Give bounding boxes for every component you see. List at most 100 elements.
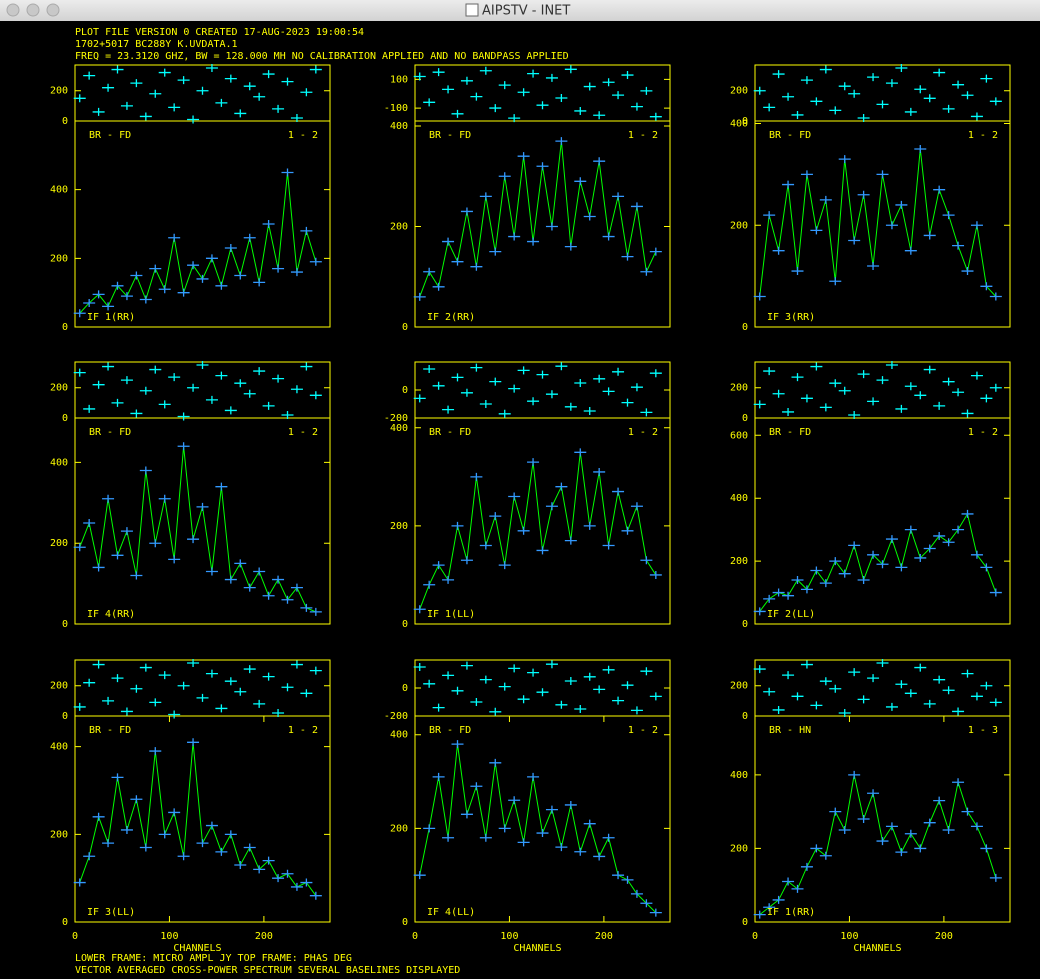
amplitude-point (508, 232, 521, 241)
phase-point (970, 371, 983, 380)
phase-point (914, 663, 927, 672)
phase-point (952, 388, 965, 397)
amplitude-point (83, 519, 96, 528)
amplitude-point (555, 137, 568, 146)
phase-point (508, 664, 521, 673)
y-tick-label: 200 (50, 829, 68, 840)
amplitude-point (970, 822, 983, 831)
zoom-button[interactable] (46, 3, 60, 17)
phase-point (517, 695, 530, 704)
amplitude-point (432, 772, 445, 781)
amplitude-point (300, 226, 313, 235)
amplitude-point (205, 254, 218, 263)
phase-point (498, 682, 511, 691)
amplitude-point (612, 871, 625, 880)
phase-point (272, 104, 285, 113)
phase-point (149, 89, 162, 98)
phase-point (300, 689, 313, 698)
amplitude-point (555, 482, 568, 491)
phase-point (961, 669, 974, 678)
baseline-label: BR - FD (89, 427, 131, 438)
phase-point (196, 361, 209, 370)
phase-point (612, 696, 625, 705)
y-tick-label: 0 (62, 619, 68, 630)
phase-point (961, 91, 974, 100)
phase-point (895, 64, 908, 73)
phase-point (517, 366, 530, 375)
amplitude-point (904, 246, 917, 255)
amplitude-point (479, 541, 492, 550)
y-tick-label: 400 (50, 185, 68, 196)
amplitude-point (980, 844, 993, 853)
amplitude-point (942, 538, 955, 547)
panel: 0 200 0 200 400 600 BR - FD 1 - 2 IF 2(LL) (730, 361, 1011, 630)
baseline-label: BR - FD (429, 130, 471, 141)
phase-point (413, 72, 426, 81)
y-tick-label: 0 (402, 683, 408, 694)
phase-point (848, 410, 861, 419)
phase-point (187, 115, 200, 124)
amplitude-point (876, 560, 889, 569)
phase-point (621, 398, 634, 407)
amplitude-point (630, 502, 643, 511)
amplitude-point (942, 826, 955, 835)
phase-point (848, 668, 861, 677)
close-button[interactable] (6, 3, 20, 17)
phase-point (479, 66, 492, 75)
y-tick-label: 200 (730, 843, 748, 854)
amplitude-point (800, 862, 813, 871)
phase-point (215, 704, 228, 713)
amplitude-frame (414, 120, 671, 328)
amplitude-frame (414, 417, 671, 625)
phase-point (92, 660, 105, 669)
amplitude-point (111, 281, 124, 290)
phase-point (290, 660, 303, 669)
phase-point (980, 681, 993, 690)
phase-point (602, 387, 615, 396)
phase-point (942, 686, 955, 695)
amplitude-point (130, 571, 143, 580)
amplitude-point (574, 847, 587, 856)
amplitude-point (177, 288, 190, 297)
phase-point (933, 401, 946, 410)
phase-point (205, 395, 218, 404)
amplitude-point (498, 561, 511, 570)
amplitude-point (158, 285, 171, 294)
amplitude-point (989, 873, 1002, 882)
amplitude-point (309, 257, 322, 266)
phase-point (460, 76, 473, 85)
phase-point (451, 109, 464, 118)
phase-point (158, 400, 171, 409)
amplitude-point (933, 796, 946, 805)
y-tick-label: -200 (384, 413, 408, 424)
amplitude-point (800, 585, 813, 594)
amplitude-point (904, 829, 917, 838)
amplitude-point (791, 884, 804, 893)
y-tick-label: 0 (742, 322, 748, 333)
amplitude-point (309, 607, 322, 616)
amplitude-point (857, 190, 870, 199)
phase-point (243, 665, 256, 674)
minimize-button[interactable] (26, 3, 40, 17)
y-tick-label: -200 (384, 711, 408, 722)
y-tick-label: 200 (730, 220, 748, 231)
y-tick-label: 400 (730, 770, 748, 781)
amplitude-point (583, 819, 596, 828)
amplitude-point (498, 172, 511, 181)
phase-point (243, 82, 256, 91)
amplitude-point (253, 567, 266, 576)
y-tick-label: 0 (402, 385, 408, 396)
if-label: IF 1(RR) (767, 907, 815, 918)
amplitude-point (952, 778, 965, 787)
antenna-label: 1 - 2 (628, 725, 658, 736)
phase-point (555, 362, 568, 371)
phase-point (300, 362, 313, 371)
phase-point (791, 692, 804, 701)
y-tick-label: 0 (742, 619, 748, 630)
phase-point (942, 104, 955, 113)
phase-point (470, 92, 483, 101)
phase-point (489, 707, 502, 716)
amplitude-frame (74, 715, 331, 923)
amplitude-point (205, 821, 218, 830)
panel: 0 200 0 200 400 0 100 200 BR - HN 1 - 3 IF 1(RR) CH… (730, 659, 1011, 954)
